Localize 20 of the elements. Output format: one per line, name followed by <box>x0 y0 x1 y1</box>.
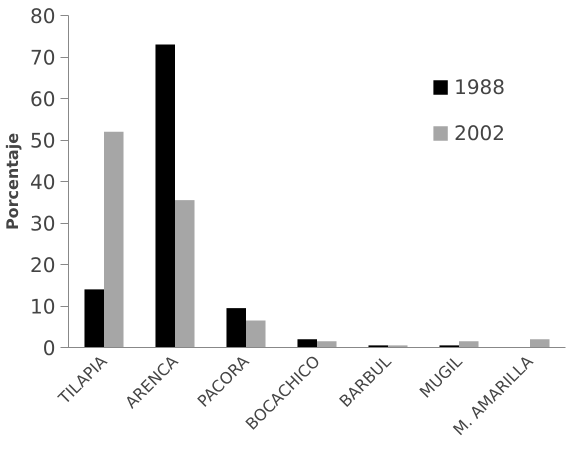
legend-label: 1988 <box>454 75 505 99</box>
y-tick-label: 40 <box>30 170 56 194</box>
bar <box>226 308 246 348</box>
y-axis-title: Porcentaje <box>3 132 22 230</box>
y-tick-label: 20 <box>30 253 56 277</box>
bar <box>155 44 175 348</box>
y-tick-label: 50 <box>30 128 56 152</box>
bar <box>297 339 317 348</box>
bar <box>175 200 195 348</box>
y-tick-label: 80 <box>30 4 56 28</box>
y-tick-label: 30 <box>30 212 56 236</box>
bar <box>246 320 266 348</box>
y-tick-label: 10 <box>30 294 56 318</box>
y-tick-label: 70 <box>30 46 56 70</box>
bar <box>530 339 550 348</box>
legend-label: 2002 <box>454 121 505 145</box>
bar <box>104 132 124 348</box>
y-tick-label: 60 <box>30 87 56 111</box>
y-tick-label: 0 <box>42 336 56 360</box>
bar <box>84 289 104 348</box>
